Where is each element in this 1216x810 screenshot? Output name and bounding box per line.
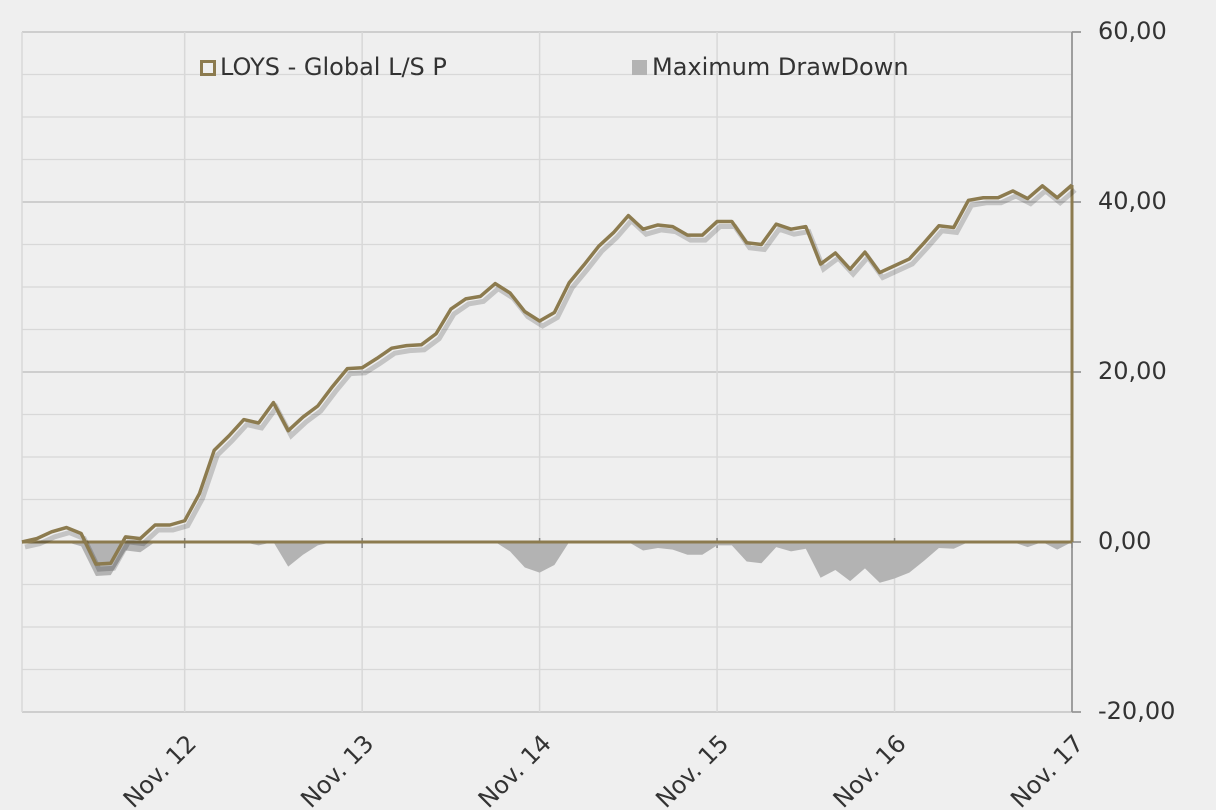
x-tick-label: Nov. 12 — [118, 729, 202, 810]
drawdown-area — [22, 542, 1072, 583]
legend-item: LOYS - Global L/S P — [200, 53, 447, 81]
y-tick-label: -20,00 — [1098, 697, 1175, 725]
y-tick-label: 0,00 — [1098, 527, 1151, 555]
y-tick-label: 20,00 — [1098, 357, 1167, 385]
legend-swatch — [200, 60, 216, 76]
legend-item: Maximum DrawDown — [632, 53, 909, 81]
x-tick-label: Nov. 15 — [650, 729, 734, 810]
x-tick-label: Nov. 13 — [295, 729, 379, 810]
x-tick-label: Nov. 16 — [828, 729, 912, 810]
legend-label: Maximum DrawDown — [652, 53, 909, 81]
y-tick-label: 60,00 — [1098, 17, 1167, 45]
y-tick-label: 40,00 — [1098, 187, 1167, 215]
x-tick-label: Nov. 17 — [1005, 729, 1089, 810]
series-line — [21, 183, 1074, 566]
legend-swatch — [632, 60, 647, 75]
line-shadow — [24, 187, 1077, 572]
legend-label: LOYS - Global L/S P — [220, 53, 447, 81]
x-tick-label: Nov. 14 — [473, 729, 557, 810]
